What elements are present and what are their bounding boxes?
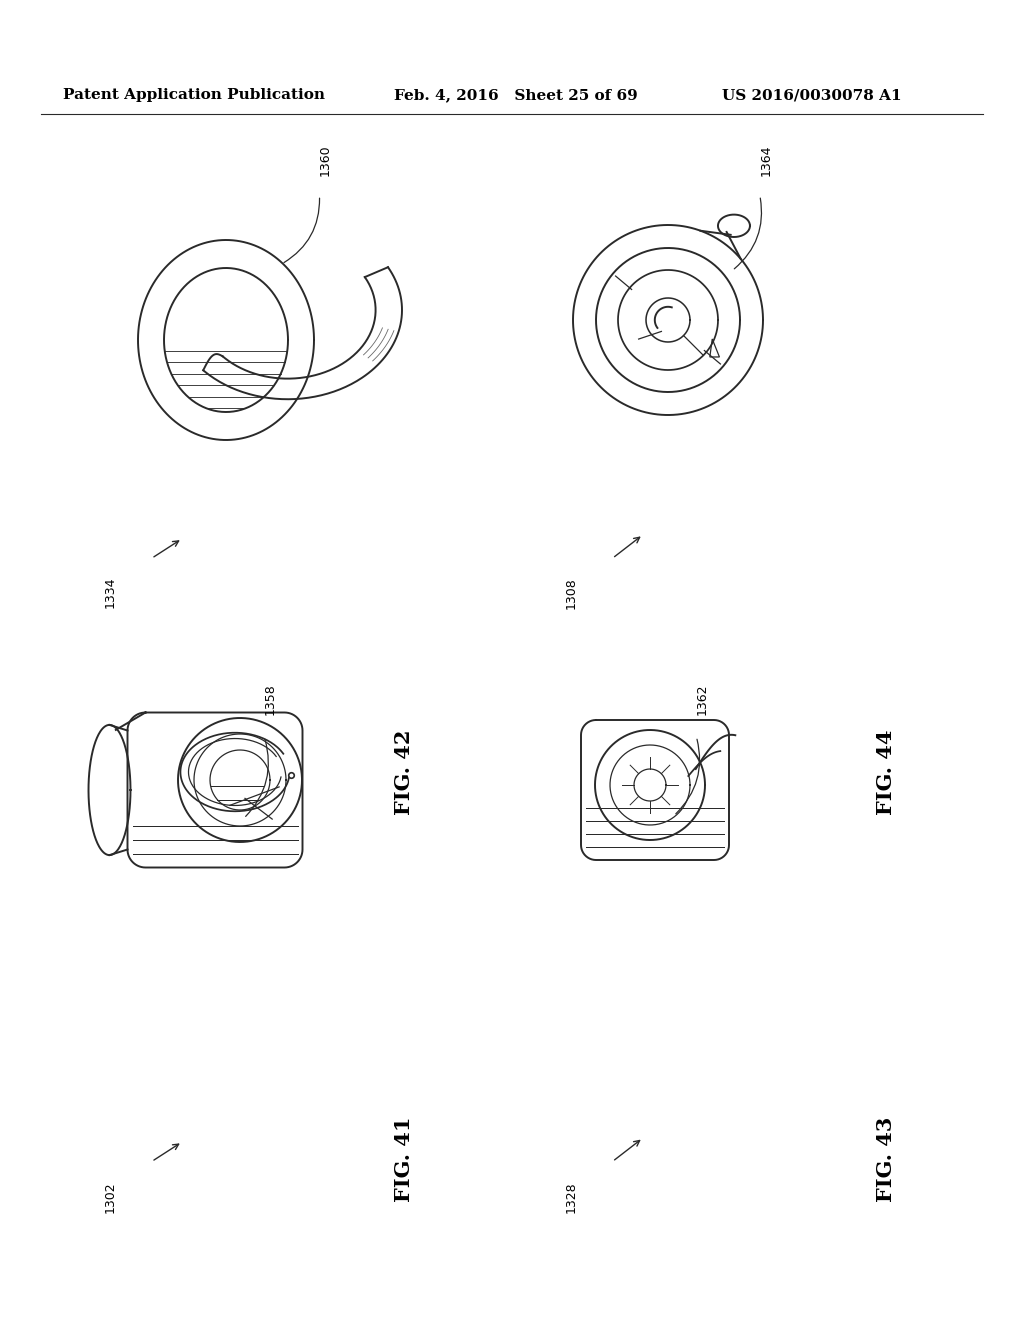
Text: Feb. 4, 2016   Sheet 25 of 69: Feb. 4, 2016 Sheet 25 of 69 (394, 88, 638, 102)
Text: 1362: 1362 (696, 684, 709, 715)
Text: 1358: 1358 (264, 684, 276, 715)
Text: US 2016/0030078 A1: US 2016/0030078 A1 (722, 88, 901, 102)
Text: 1334: 1334 (104, 577, 117, 609)
Text: FIG. 43: FIG. 43 (876, 1117, 896, 1201)
Text: 1302: 1302 (104, 1181, 117, 1213)
Text: Patent Application Publication: Patent Application Publication (63, 88, 326, 102)
Text: 1308: 1308 (565, 577, 578, 609)
Text: 1364: 1364 (760, 144, 772, 176)
Text: 1328: 1328 (565, 1181, 578, 1213)
Text: FIG. 42: FIG. 42 (394, 730, 415, 814)
Text: 1360: 1360 (319, 144, 332, 176)
Text: FIG. 41: FIG. 41 (394, 1117, 415, 1201)
Text: FIG. 44: FIG. 44 (876, 730, 896, 814)
